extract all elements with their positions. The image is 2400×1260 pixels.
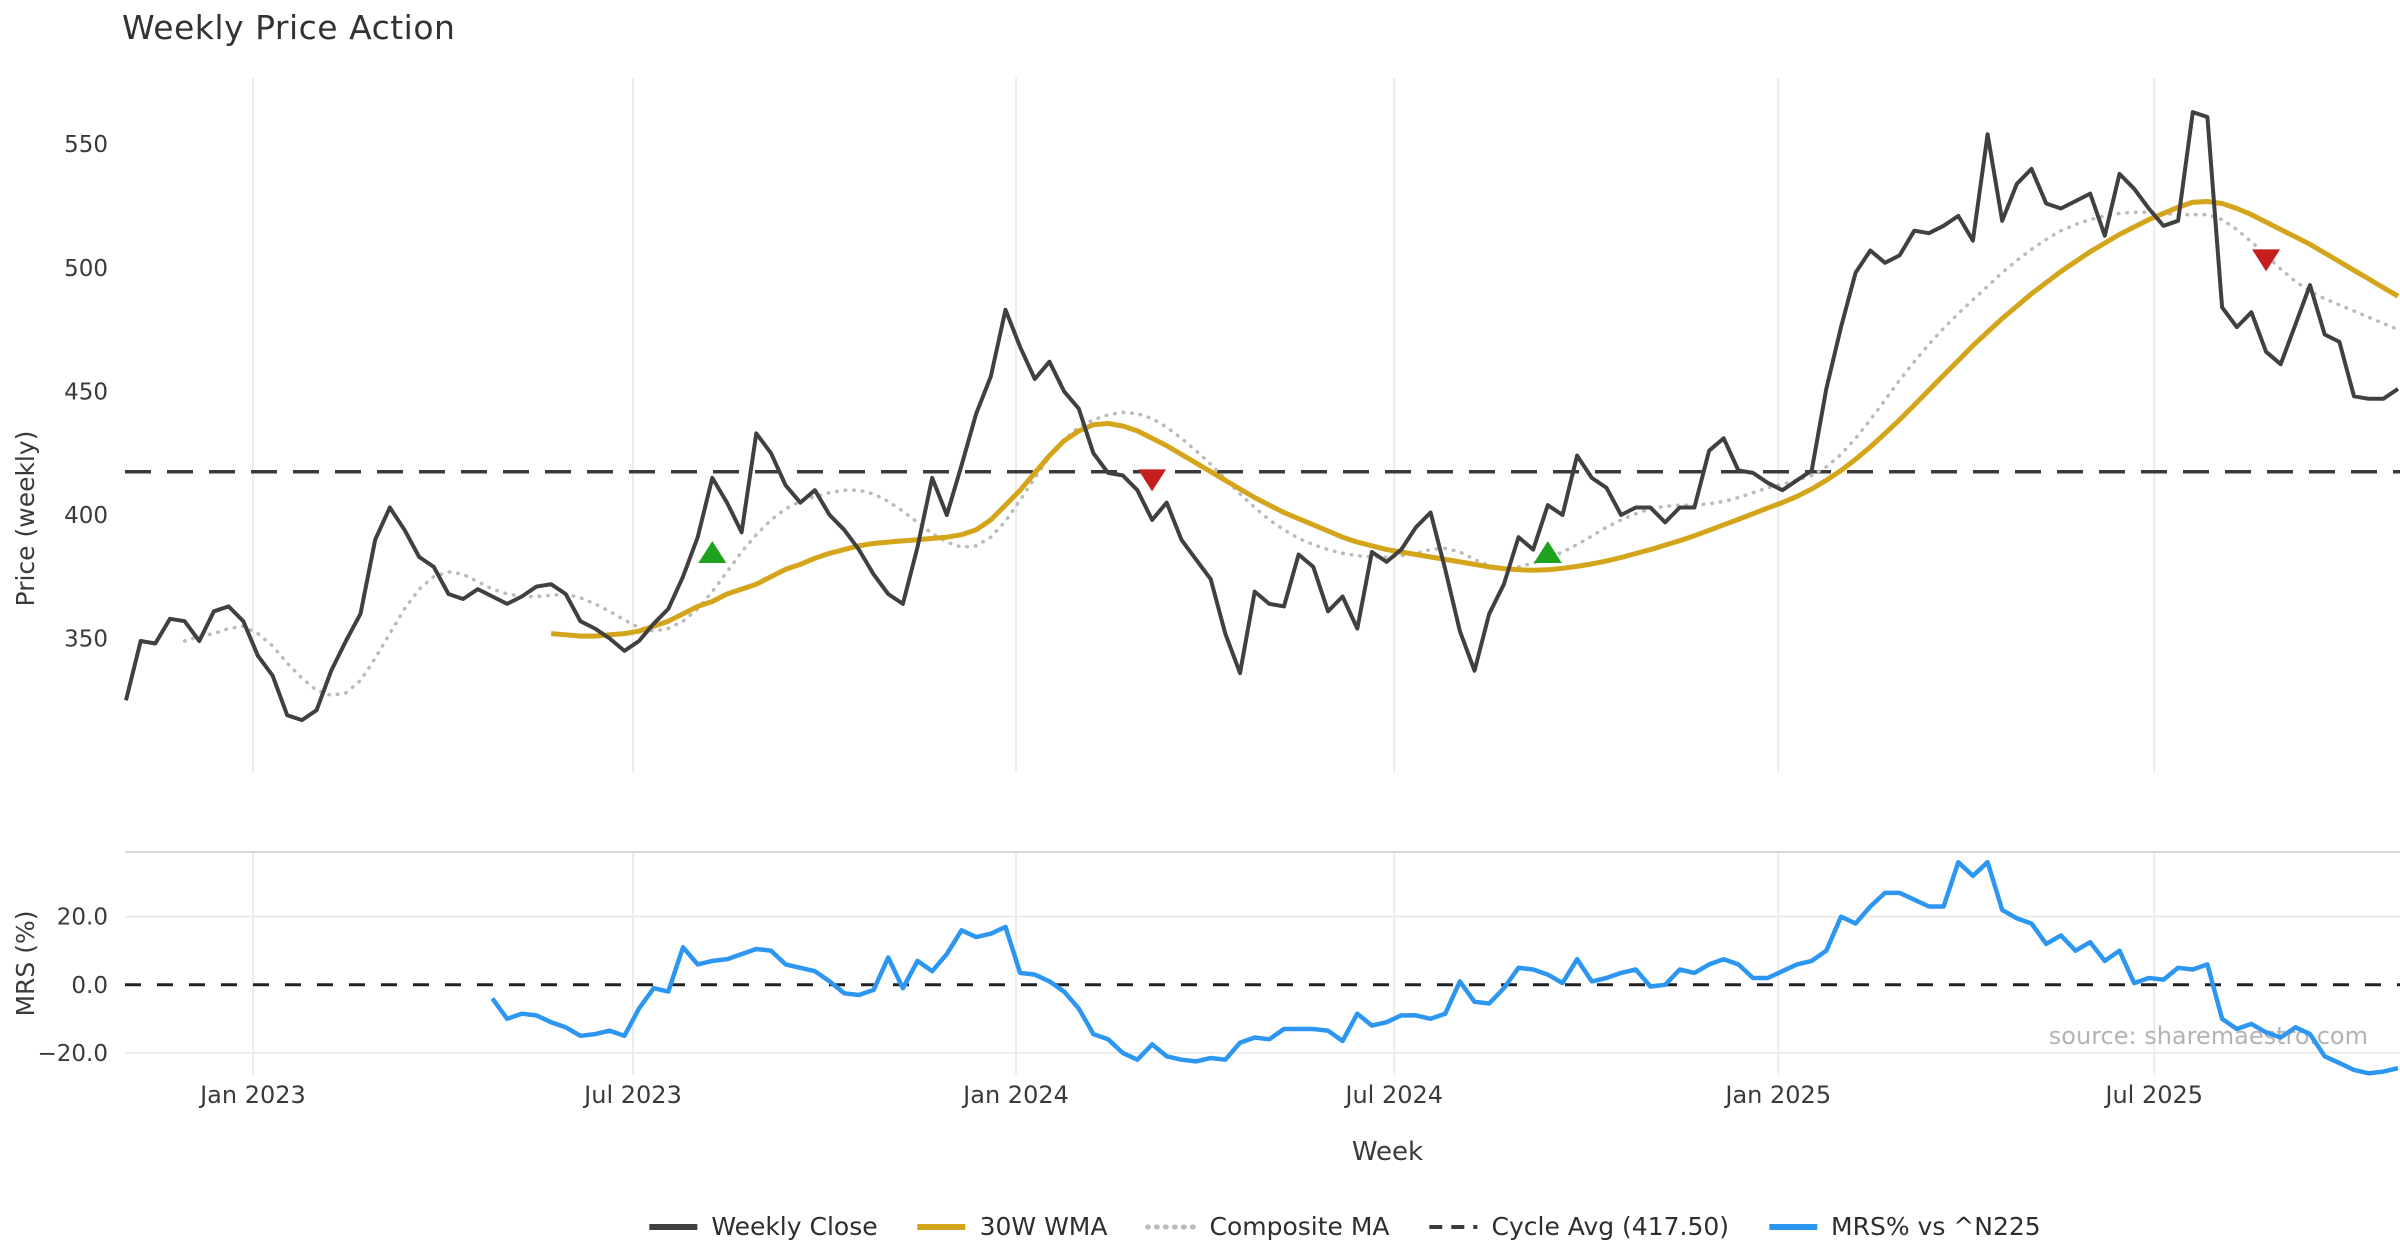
legend-label: 30W WMA bbox=[979, 1212, 1108, 1241]
price-tick-label: 450 bbox=[64, 379, 108, 405]
price-tick-label: 400 bbox=[64, 503, 108, 529]
x-tick-label: Jul 2023 bbox=[582, 1081, 682, 1109]
x-tick-label: Jul 2024 bbox=[1343, 1081, 1443, 1109]
mrs-tick-label: 0.0 bbox=[71, 973, 108, 999]
legend-item-mrs-vs-n225[interactable]: MRS% vs ^N225 bbox=[1767, 1212, 2041, 1241]
x-tick-label: Jan 2024 bbox=[961, 1081, 1069, 1109]
x-axis-label: Week bbox=[1352, 1137, 1423, 1167]
sell-signal-marker bbox=[2252, 249, 2281, 272]
price-tick-label: 500 bbox=[64, 256, 108, 282]
legend-label: Cycle Avg (417.50) bbox=[1491, 1212, 1730, 1241]
x-tick-label: Jan 2023 bbox=[198, 1081, 306, 1109]
series-weekly-close bbox=[124, 110, 2400, 723]
legend-item-30w-wma[interactable]: 30W WMA bbox=[916, 1212, 1108, 1241]
legend-swatch-solid bbox=[1769, 1223, 1818, 1230]
legend: Weekly Close 30W WMA Composite MA Cycle Avg… bbox=[647, 1212, 2041, 1241]
series-30w-wma bbox=[550, 199, 2400, 639]
legend-swatch-solid bbox=[917, 1223, 966, 1230]
price-axis-label: Price (weekly) bbox=[11, 431, 40, 607]
x-tick-label: Jan 2025 bbox=[1723, 1081, 1831, 1109]
buy-signal-marker bbox=[698, 541, 727, 564]
price-tick-label: 550 bbox=[64, 132, 108, 158]
legend-item-weekly-close[interactable]: Weekly Close bbox=[647, 1212, 878, 1241]
x-tick-label: Jul 2025 bbox=[2103, 1081, 2203, 1109]
mrs-tick-label: 20.0 bbox=[57, 905, 108, 931]
series-mrs-vs-n225 bbox=[490, 859, 2399, 1076]
legend-swatch-solid bbox=[649, 1223, 698, 1230]
price-tick-label: 350 bbox=[64, 627, 108, 653]
buy-signal-marker bbox=[1533, 541, 1562, 564]
legend-label: MRS% vs ^N225 bbox=[1831, 1212, 2041, 1241]
legend-swatch-dotted bbox=[1145, 1224, 1198, 1229]
page-title: Weekly Price Action bbox=[122, 8, 456, 47]
legend-item-composite-ma[interactable]: Composite MA bbox=[1145, 1212, 1390, 1241]
legend-label: Weekly Close bbox=[711, 1212, 878, 1241]
mrs-tick-label: −20.0 bbox=[38, 1041, 108, 1067]
legend-item-cycle-avg-417-50-[interactable]: Cycle Avg (417.50) bbox=[1428, 1212, 1730, 1241]
legend-label: Composite MA bbox=[1209, 1212, 1390, 1241]
mrs-axis-label: MRS (%) bbox=[11, 910, 40, 1016]
series-composite-ma bbox=[182, 210, 2400, 698]
legend-swatch-dashed bbox=[1429, 1224, 1478, 1229]
sell-signal-marker bbox=[1138, 469, 1167, 492]
